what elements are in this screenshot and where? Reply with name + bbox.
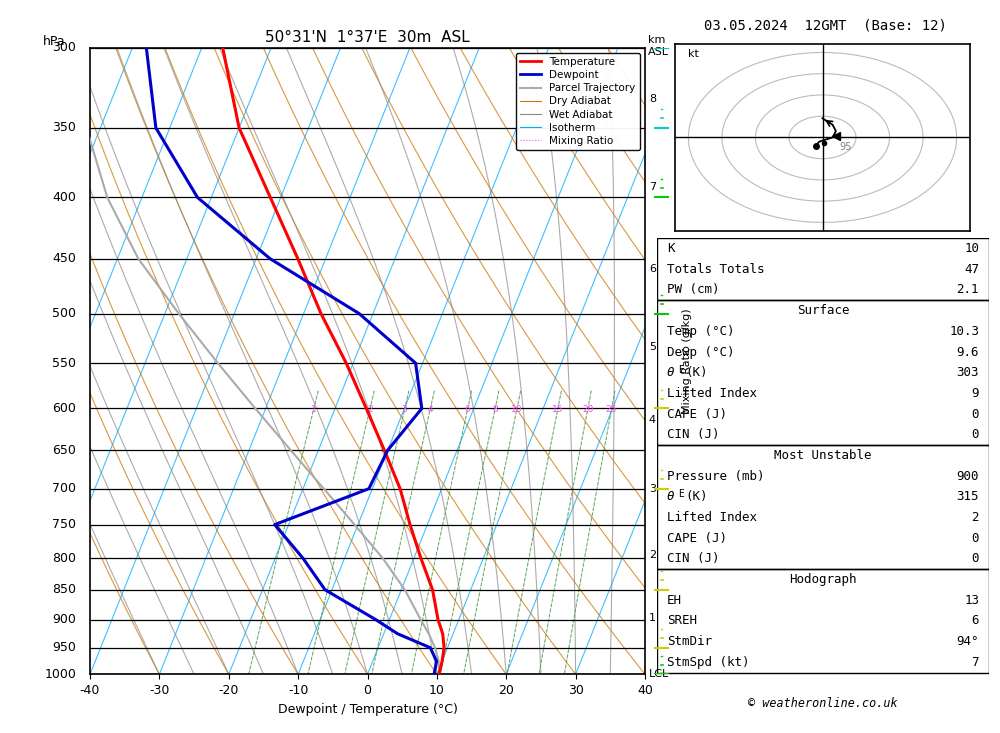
X-axis label: Dewpoint / Temperature (°C): Dewpoint / Temperature (°C) [278, 703, 457, 715]
Text: © weatheronline.co.uk: © weatheronline.co.uk [748, 697, 898, 710]
Text: 9: 9 [972, 387, 979, 400]
Text: K: K [667, 242, 674, 255]
Text: 6: 6 [465, 405, 470, 414]
Text: 6: 6 [972, 614, 979, 627]
Text: 10: 10 [511, 405, 523, 414]
Text: km
ASL: km ASL [648, 35, 669, 56]
Text: 800: 800 [52, 552, 76, 564]
Text: 1: 1 [311, 405, 316, 414]
Text: Totals Totals: Totals Totals [667, 262, 764, 276]
Text: 900: 900 [52, 613, 76, 626]
Text: 3: 3 [402, 405, 407, 414]
Text: EH: EH [667, 594, 682, 607]
Text: 9.6: 9.6 [957, 345, 979, 358]
Text: 25: 25 [606, 405, 617, 414]
Bar [657, 301, 989, 445]
Text: E: E [678, 365, 684, 375]
Bar [657, 570, 989, 673]
Text: CIN (J): CIN (J) [667, 428, 719, 441]
Text: PW (cm): PW (cm) [667, 284, 719, 296]
Text: 6: 6 [649, 264, 656, 274]
Text: 4: 4 [427, 405, 433, 414]
Text: Dewp (°C): Dewp (°C) [667, 345, 734, 358]
Text: E: E [678, 490, 684, 499]
Legend: Temperature, Dewpoint, Parcel Trajectory, Dry Adiabat, Wet Adiabat, Isotherm, Mi: Temperature, Dewpoint, Parcel Trajectory… [516, 53, 640, 150]
Text: 10.3: 10.3 [949, 325, 979, 338]
Text: Surface: Surface [797, 304, 849, 317]
Text: 5: 5 [649, 342, 656, 352]
Text: Pressure (mb): Pressure (mb) [667, 470, 764, 482]
Text: 315: 315 [957, 490, 979, 504]
Text: 300: 300 [52, 41, 76, 54]
Text: 0: 0 [972, 428, 979, 441]
Text: 8: 8 [492, 405, 498, 414]
Text: 94°: 94° [957, 635, 979, 648]
Text: 0: 0 [972, 408, 979, 421]
Text: 450: 450 [52, 252, 76, 265]
Text: Temp (°C): Temp (°C) [667, 325, 734, 338]
Text: θ: θ [667, 366, 674, 379]
Text: 7: 7 [972, 656, 979, 668]
Text: 7: 7 [649, 182, 656, 192]
Text: 1: 1 [649, 614, 656, 623]
Text: 550: 550 [52, 357, 76, 369]
Bar [657, 238, 989, 301]
Text: (K): (K) [685, 366, 708, 379]
Text: 700: 700 [52, 482, 76, 496]
Text: 10: 10 [964, 242, 979, 255]
Text: (K): (K) [685, 490, 708, 504]
Text: 47: 47 [964, 262, 979, 276]
Text: LCL: LCL [649, 669, 669, 679]
Text: 1000: 1000 [44, 668, 76, 681]
Text: 900: 900 [957, 470, 979, 482]
Text: hPa: hPa [43, 34, 65, 48]
Text: 8: 8 [649, 94, 656, 104]
Text: Hodograph: Hodograph [789, 573, 857, 586]
Text: Lifted Index: Lifted Index [667, 387, 757, 400]
Text: 2: 2 [972, 511, 979, 524]
Text: CAPE (J): CAPE (J) [667, 531, 727, 545]
Text: 350: 350 [52, 122, 76, 134]
Title: 50°31'N  1°37'E  30m  ASL: 50°31'N 1°37'E 30m ASL [265, 30, 470, 45]
Text: kt: kt [688, 48, 699, 59]
Text: θ: θ [667, 490, 674, 504]
Text: Lifted Index: Lifted Index [667, 511, 757, 524]
Text: 750: 750 [52, 518, 76, 531]
Bar [657, 445, 989, 570]
Text: Mixing Ratio (g/kg): Mixing Ratio (g/kg) [682, 308, 692, 414]
Text: 13: 13 [964, 594, 979, 607]
Text: 2: 2 [367, 405, 373, 414]
Text: 400: 400 [52, 191, 76, 204]
Text: 650: 650 [52, 443, 76, 457]
Text: 20: 20 [582, 405, 593, 414]
Text: 0: 0 [972, 553, 979, 565]
Text: StmSpd (kt): StmSpd (kt) [667, 656, 749, 668]
Text: 4: 4 [649, 415, 656, 424]
Text: 500: 500 [52, 307, 76, 320]
Text: SREH: SREH [667, 614, 697, 627]
Text: 95: 95 [839, 142, 852, 152]
Text: 2.1: 2.1 [957, 284, 979, 296]
Text: 600: 600 [52, 402, 76, 415]
Text: StmDir: StmDir [667, 635, 712, 648]
Text: 2: 2 [649, 550, 656, 560]
Text: CAPE (J): CAPE (J) [667, 408, 727, 421]
Text: 3: 3 [649, 484, 656, 494]
Text: CIN (J): CIN (J) [667, 553, 719, 565]
Text: Most Unstable: Most Unstable [774, 449, 872, 462]
Text: 950: 950 [52, 641, 76, 654]
Text: 303: 303 [957, 366, 979, 379]
Text: 03.05.2024  12GMT  (Base: 12): 03.05.2024 12GMT (Base: 12) [704, 18, 946, 32]
Text: 0: 0 [972, 531, 979, 545]
Text: 850: 850 [52, 583, 76, 596]
Text: 15: 15 [552, 405, 563, 414]
